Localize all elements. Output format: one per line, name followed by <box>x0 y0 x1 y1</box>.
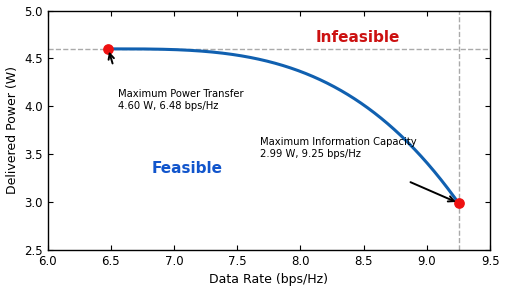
Y-axis label: Delivered Power (W): Delivered Power (W) <box>6 66 19 194</box>
Text: Maximum Information Capacity
2.99 W, 9.25 bps/Hz: Maximum Information Capacity 2.99 W, 9.2… <box>260 138 417 159</box>
Point <box>104 46 112 51</box>
Text: Infeasible: Infeasible <box>315 30 399 45</box>
Text: Maximum Power Transfer
4.60 W, 6.48 bps/Hz: Maximum Power Transfer 4.60 W, 6.48 bps/… <box>118 89 244 111</box>
X-axis label: Data Rate (bps/Hz): Data Rate (bps/Hz) <box>210 273 328 286</box>
Point <box>454 201 463 206</box>
Text: Feasible: Feasible <box>151 161 222 176</box>
